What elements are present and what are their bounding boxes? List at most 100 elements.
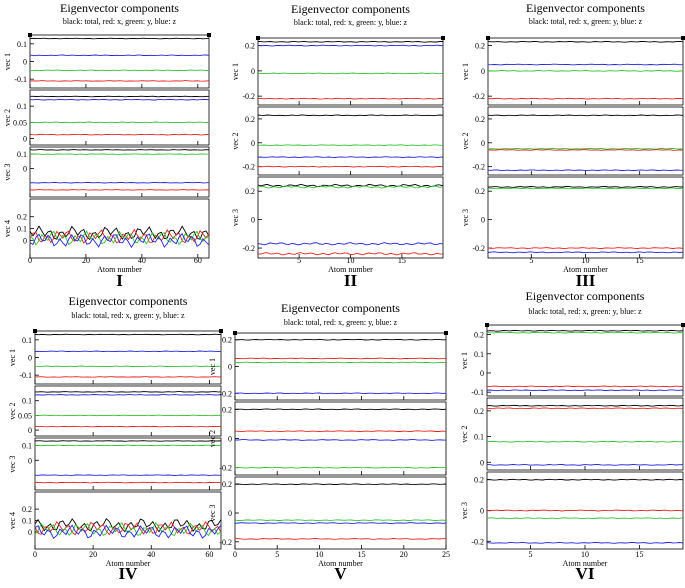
chart-vi-panel-3-series-z xyxy=(486,541,684,544)
chart-ii-panel-1-series-x xyxy=(257,97,444,100)
chart-ii-panel-3-ytick-label-3: 0.2 xyxy=(245,187,255,196)
chart-ii-panel-3-ytick-label-2: 0 xyxy=(251,216,255,225)
chart-ii-panel-1-series-total xyxy=(257,40,443,43)
chart-v-panel-3-series-y xyxy=(234,519,447,522)
chart-ii-panel-1-ylabel: vec 1 xyxy=(231,63,240,80)
chart-iii-panel-2-ytick-label-1: -0.2 xyxy=(472,163,485,172)
chart-i-panel-4-series-y xyxy=(29,230,210,246)
chart-v-panel-2-series-y xyxy=(234,466,447,469)
chart-ii-panel-2-ytick-label-1: -0.2 xyxy=(242,163,255,172)
chart-vi-title: Eigenvector components xyxy=(526,289,645,303)
chart-iv-panel-3-ytick-label-2: 0.1 xyxy=(22,441,32,450)
chart-ii-panel-1-series-y xyxy=(257,72,444,75)
chart-v-panel-3-ytick-label-1: -0.2 xyxy=(219,538,232,547)
chart-ii-subtitle: black: total, red: x, green: y, blue: z xyxy=(294,18,408,27)
chart-vi-panel-3-ytick-label-1: -0.2 xyxy=(471,537,484,546)
chart-i-panel-1-series-z xyxy=(29,54,210,57)
chart-vi-panel-3-series-total xyxy=(486,478,684,481)
chart-iii-panel-1-series-x xyxy=(487,97,684,100)
chart-vi-panel-1-frame xyxy=(486,324,684,397)
chart-i-panel-3-ytick-label-1: 0 xyxy=(23,164,27,173)
chart-iv-panel-1-ylabel: vec 1 xyxy=(8,349,17,366)
chart-i-panel-4-series-z xyxy=(29,233,210,249)
chart-i-panel-4-series-total xyxy=(29,225,210,241)
chart-i-panel-2-frame xyxy=(29,89,210,146)
chart-vi-panel-1-series-z xyxy=(486,389,684,392)
chart-vi-xtick-label-2: 10 xyxy=(581,550,589,559)
chart-iv-panel-2-ytick-label-2: 0.05 xyxy=(18,411,32,420)
chart-vi-panel-2-ytick-label-3: 0.2 xyxy=(474,407,484,416)
chart-ii-panel-3-ytick-label-1: -0.2 xyxy=(242,244,255,253)
chart-i-marker-left xyxy=(28,33,32,37)
chart-ii-title: Eigenvector components xyxy=(291,2,410,16)
chart-iii-panel-3-series-y xyxy=(487,187,684,190)
chart-v-panel-2-ytick-label-1: -0.2 xyxy=(219,464,232,473)
chart-iv-panel-4-ytick-label-2: 0.1 xyxy=(22,517,32,526)
chart-i-panel-1-frame xyxy=(29,34,210,89)
chart-vi-panel-1-ytick-label-2: 0 xyxy=(480,369,484,378)
chart-iii-panel-2-series-x xyxy=(487,149,684,151)
chart-ii-panel-3-series-total xyxy=(257,183,444,188)
chart-i-panel-4-ytick-label-2: 0.1 xyxy=(17,225,27,234)
chart-iv-panel-3-series-total xyxy=(34,440,222,442)
chart-iv-panel-1-ytick-label-3: 0.1 xyxy=(22,336,32,345)
chart-iii-panel-3-ylabel: vec 3 xyxy=(461,209,470,226)
chart-iii-panel-1-ylabel: vec 1 xyxy=(461,63,470,80)
chart-ii-panel-1-ytick-label-2: 0 xyxy=(251,67,255,76)
chart-iv-marker-left xyxy=(33,329,37,333)
chart-iv-xtick-label-4: 60 xyxy=(205,550,213,559)
chart-vi-panel-1-ytick-label-3: 0.1 xyxy=(474,350,484,359)
chart-v-panel-1-frame xyxy=(234,332,447,401)
chart-i-panel-3-series-total xyxy=(29,149,210,151)
chart-vi-panel-2-ytick-label-2: 0.1 xyxy=(474,433,484,442)
chart-i-panel-1-ylabel: vec 1 xyxy=(3,53,12,70)
chart-vi-panel-2-ylabel: vec 2 xyxy=(460,425,469,442)
chart-vi-panel-3-series-y xyxy=(486,517,684,520)
chart-i-subtitle: black: total, red: x, green: y, blue: z xyxy=(63,17,177,26)
chart-v-panel-1-ytick-label-1: -0.2 xyxy=(219,389,232,398)
chart-iv-panel-4-series-y xyxy=(34,521,222,537)
chart-iv-xtick-label-3: 40 xyxy=(147,550,155,559)
chart-iv-panel-3-series-x xyxy=(34,481,222,484)
chart-ii-marker-right xyxy=(441,36,445,40)
chart-i-panel-2-ylabel: vec 2 xyxy=(3,109,12,126)
chart-ii-panel-1-ytick-label-1: -0.2 xyxy=(242,92,255,101)
chart-i-xtick-label-3: 40 xyxy=(138,256,146,265)
chart-vi-panel-3-ylabel: vec 3 xyxy=(460,502,469,519)
chart-i-marker-right xyxy=(207,33,211,37)
chart-v-panel-1-series-y xyxy=(234,361,447,364)
chart-vi-panel-2-series-total xyxy=(486,404,684,407)
chart-vi-panel-2-series-x xyxy=(486,407,684,410)
chart-iii-panel-1-frame xyxy=(487,37,684,106)
chart-iv-panel-1-frame xyxy=(34,330,222,385)
chart-i-panel-1-ytick-label-1: -0.1 xyxy=(14,75,27,84)
chart-ii-panel-2-series-y xyxy=(257,144,443,147)
chart-i-xtick-label-4: 60 xyxy=(194,256,202,265)
chart-v-xtick-label-4: 15 xyxy=(358,550,366,559)
chart-iv-panel-1-series-x xyxy=(35,376,222,378)
chart-iv-panel-3-ytick-label-1: 0 xyxy=(28,456,32,465)
chart-v-panel-3-frame xyxy=(234,476,447,550)
chart-ii-panel-1-ytick-label-3: 0.2 xyxy=(245,42,255,51)
chart-vi-panel-3-ytick-label-2: 0 xyxy=(480,507,484,516)
chart-v-marker-left xyxy=(233,331,237,335)
chart-vi-panel-3-series-x xyxy=(486,509,684,512)
chart-v-panel-1-ytick-label-3: 0.2 xyxy=(222,336,232,345)
chart-iv-panel-2-series-total xyxy=(35,391,221,393)
chart-vi-panel-2-ytick-label-1: 0 xyxy=(480,458,484,467)
chart-v-xtick-label-1: 0 xyxy=(233,550,237,559)
chart-iv-xtick-label-1: 0 xyxy=(33,550,37,559)
chart-vi-marker-right xyxy=(681,323,685,327)
chart-iii-xtick-label-1: 5 xyxy=(529,256,533,265)
chart-v-xtick-label-3: 10 xyxy=(315,550,323,559)
chart-iii-panel-3-ytick-label-2: 0 xyxy=(481,216,485,225)
chart-iii-panel-2-frame xyxy=(487,106,684,176)
chart-v-title: Eigenvector components xyxy=(281,301,400,315)
chart-iii-panel-2-series-total xyxy=(487,114,684,117)
chart-vi-panel-2-series-y xyxy=(486,440,684,443)
chart-iv-panel-4-series-x xyxy=(34,520,222,536)
chart-ii-panel-3-series-y xyxy=(257,185,444,189)
chart-v-panel-3-ytick-label-3: 0.2 xyxy=(222,480,232,489)
chart-i-roman-label: I xyxy=(116,271,123,290)
